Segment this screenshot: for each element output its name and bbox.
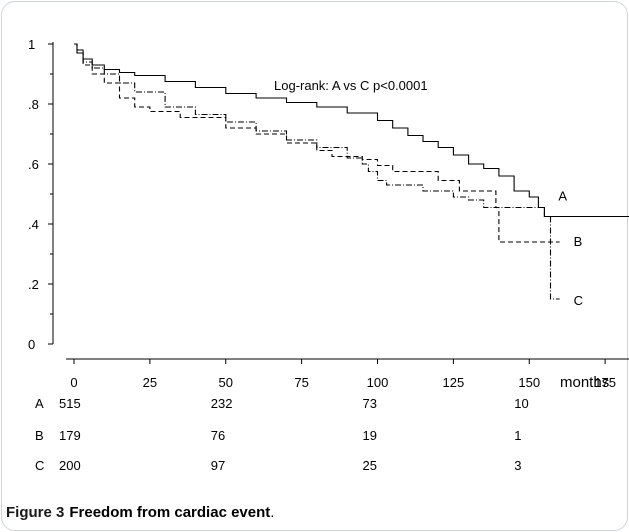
series-label-c: C	[574, 293, 583, 308]
y-tick-label: .8	[28, 97, 39, 112]
y-tick-label: 1	[28, 37, 35, 52]
x-axis-label: months	[560, 374, 609, 391]
y-tick-label: .6	[28, 157, 39, 172]
x-tick-label: 100	[367, 375, 389, 390]
x-tick-label: 25	[143, 375, 157, 390]
series-line-c	[74, 43, 560, 300]
y-tick-label: 0	[28, 337, 35, 352]
figure-title: Freedom from cardiac event	[69, 503, 271, 521]
x-tick-label: 0	[70, 375, 77, 390]
y-tick-label: .2	[28, 277, 39, 292]
figure-caption: Figure 3 Freedom from cardiac event.	[6, 500, 621, 524]
x-tick-label: 125	[443, 375, 465, 390]
series-line-a	[74, 43, 629, 218]
series-label-b: B	[574, 234, 583, 249]
x-tick-label: 75	[294, 375, 308, 390]
logrank-annotation: Log-rank: A vs C p<0.0001	[274, 78, 428, 93]
y-tick-label: .4	[28, 217, 39, 232]
figure-label: Figure 3	[6, 503, 65, 521]
x-tick-label: 175	[594, 375, 616, 390]
series-line-b	[74, 43, 560, 243]
survival-chart: 0.2.4.6.810255075100125150175200225month…	[28, 37, 629, 391]
figure-title-period: .	[270, 503, 275, 521]
x-tick-label: 150	[518, 375, 540, 390]
series-label-a: A	[558, 189, 567, 204]
x-tick-label: 50	[219, 375, 233, 390]
